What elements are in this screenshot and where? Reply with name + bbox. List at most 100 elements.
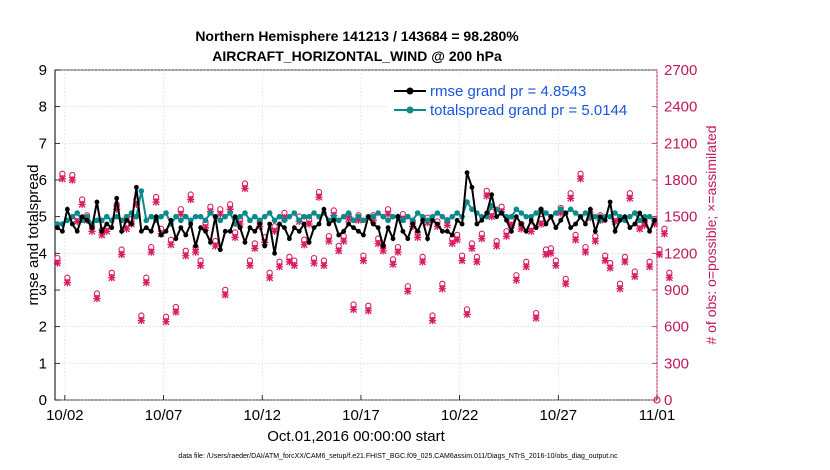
obs-assimilated-point bbox=[453, 236, 461, 244]
rmse-point bbox=[143, 225, 149, 231]
totalspread-point bbox=[182, 213, 189, 220]
totalspread-point bbox=[192, 213, 199, 220]
rmse-point bbox=[237, 225, 243, 231]
obs-assimilated-point bbox=[167, 241, 175, 249]
obs-assimilated-point bbox=[275, 263, 284, 271]
x-tick-label: 10/22 bbox=[441, 407, 479, 424]
obs-assimilated-point bbox=[433, 222, 442, 231]
obs-assimilated-point bbox=[216, 210, 224, 218]
rmse-point bbox=[331, 217, 337, 223]
rmse-point bbox=[548, 214, 554, 220]
totalspread-point bbox=[419, 213, 426, 220]
y-left-tick-label: 3 bbox=[39, 282, 47, 299]
totalspread-point bbox=[340, 213, 347, 220]
rmse-point bbox=[365, 214, 371, 220]
obs-assimilated-point bbox=[98, 231, 106, 239]
obs-assimilated-point bbox=[414, 233, 422, 242]
y-right-tick-label: 1500 bbox=[664, 209, 697, 226]
rmse-point bbox=[326, 221, 332, 227]
rmse-point bbox=[198, 225, 203, 231]
obs-assimilated-point bbox=[78, 200, 86, 209]
rmse-point bbox=[444, 228, 450, 234]
obs-assimilated-point bbox=[428, 316, 437, 325]
rmse-point bbox=[563, 210, 569, 216]
obs-assimilated-point bbox=[226, 205, 234, 213]
obs-assimilated-point bbox=[473, 258, 481, 266]
totalspread-point bbox=[454, 210, 460, 216]
rmse-point bbox=[494, 214, 500, 220]
chart-title-line1: Northern Hemisphere 141213 / 143684 = 98… bbox=[195, 28, 519, 44]
obs-assimilated-point bbox=[177, 210, 185, 218]
rmse-point bbox=[286, 236, 292, 242]
y-left-tick-label: 4 bbox=[39, 245, 47, 262]
totalspread-point bbox=[247, 217, 253, 224]
obs-assimilated-point bbox=[621, 258, 629, 266]
rmse-point bbox=[479, 217, 485, 223]
obs-assimilated-point bbox=[300, 241, 308, 249]
totalspread-point bbox=[592, 213, 599, 220]
obs-assimilated-point bbox=[113, 205, 121, 213]
totalspread-point bbox=[296, 217, 303, 224]
obs-assimilated-point bbox=[458, 257, 466, 265]
legend-rmse-marker bbox=[406, 87, 414, 95]
rmse-point bbox=[642, 217, 648, 223]
obs-assimilated-point bbox=[562, 280, 570, 288]
totalspread-point bbox=[350, 217, 357, 224]
rmse-point bbox=[158, 232, 164, 238]
totalspread-point bbox=[123, 213, 130, 220]
totalspread-point bbox=[54, 221, 61, 227]
totalspread-point bbox=[409, 217, 416, 224]
totalspread-point bbox=[286, 213, 293, 220]
obs-assimilated-point bbox=[557, 209, 565, 217]
obs-assimilated-point bbox=[571, 236, 580, 244]
rmse-point bbox=[232, 214, 238, 220]
totalspread-point bbox=[528, 213, 534, 220]
obs-assimilated-point bbox=[103, 227, 111, 235]
x-tick-label: 10/02 bbox=[46, 407, 84, 424]
rmse-point bbox=[637, 210, 643, 216]
rmse-point bbox=[647, 228, 652, 234]
rmse-point bbox=[385, 225, 391, 231]
rmse-point bbox=[361, 232, 366, 238]
totalspread-point bbox=[449, 213, 456, 220]
rmse-point bbox=[538, 206, 544, 212]
obs-assimilated-point bbox=[581, 248, 590, 256]
totalspread-point bbox=[543, 210, 549, 216]
totalspread-point bbox=[202, 217, 209, 224]
obs-assimilated-point bbox=[631, 272, 639, 281]
rmse-point bbox=[55, 225, 60, 231]
rmse-point bbox=[597, 214, 603, 220]
rmse-point bbox=[410, 221, 416, 227]
rmse-point bbox=[504, 217, 509, 223]
totalspread-point bbox=[237, 213, 243, 220]
obs-assimilated-point bbox=[448, 239, 456, 248]
totalspread-point bbox=[252, 213, 258, 220]
obs-assimilated-point bbox=[152, 198, 160, 206]
obs-assimilated-point bbox=[438, 285, 446, 293]
rmse-series bbox=[55, 170, 657, 256]
obs-assimilated-point bbox=[172, 308, 180, 316]
rmse-point bbox=[459, 221, 465, 227]
rmse-point bbox=[612, 228, 618, 234]
totalspread-point bbox=[636, 217, 643, 224]
rmse-point bbox=[64, 206, 70, 212]
obs-assimilated-point bbox=[68, 176, 76, 184]
obs-assimilated-point bbox=[241, 184, 249, 193]
rmse-point bbox=[518, 221, 524, 227]
obs-assimilated-point bbox=[364, 307, 372, 315]
obs-assimilated-point bbox=[349, 305, 358, 314]
totalspread-point bbox=[533, 210, 539, 216]
obs-assimilated-point bbox=[419, 258, 427, 266]
rmse-point bbox=[484, 210, 490, 216]
totalspread-point bbox=[375, 210, 382, 216]
legend-spread-marker bbox=[406, 106, 414, 114]
totalspread-point bbox=[311, 210, 317, 216]
obs-assimilated-point bbox=[379, 247, 387, 255]
totalspread-point bbox=[631, 210, 638, 216]
obs-assimilated-point bbox=[325, 237, 333, 245]
rmse-point bbox=[311, 225, 317, 231]
rmse-point bbox=[370, 221, 376, 227]
totalspread-point bbox=[360, 217, 367, 224]
rmse-point bbox=[208, 239, 213, 245]
totalspread-point bbox=[173, 213, 179, 220]
